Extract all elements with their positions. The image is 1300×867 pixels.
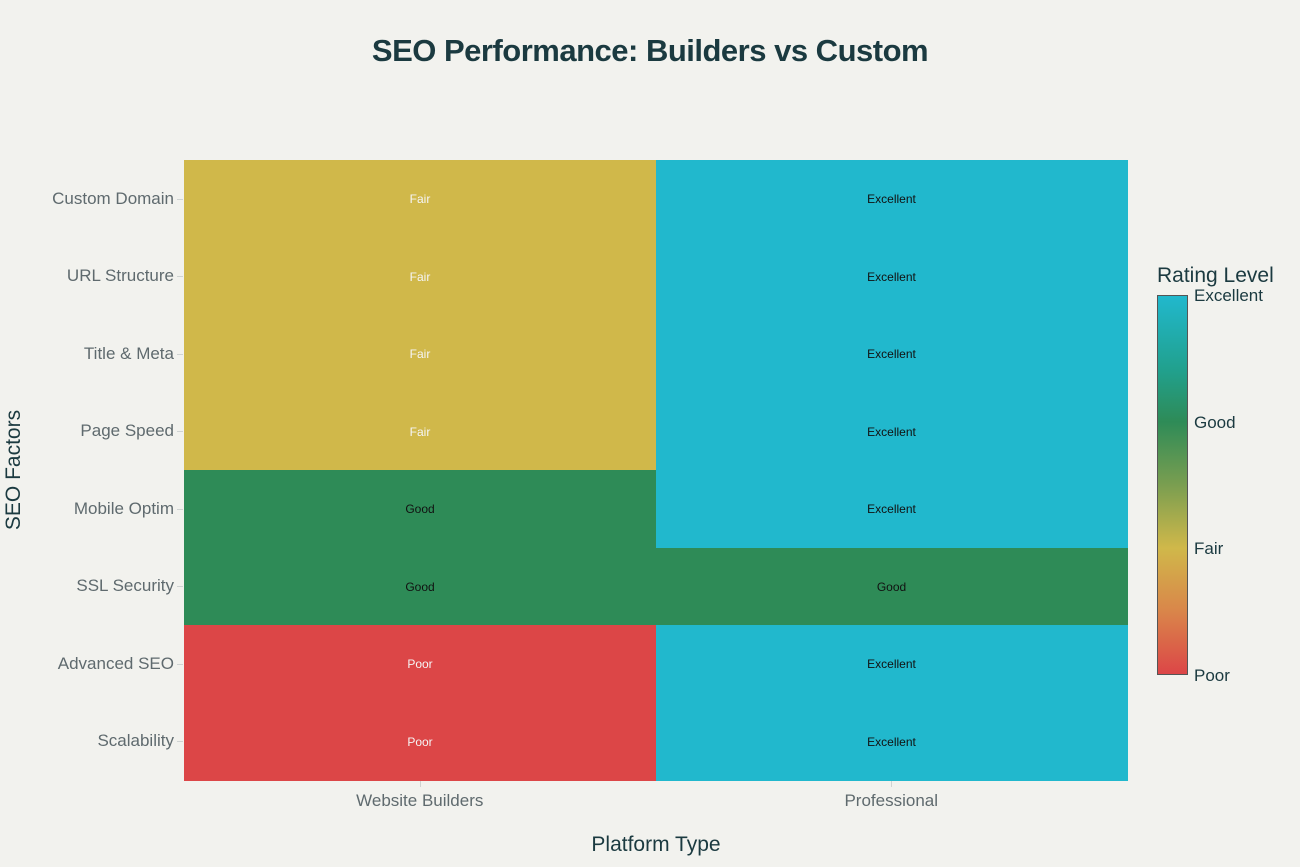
colorbar-tick-poor: Poor bbox=[1194, 666, 1230, 685]
colorbar-title: Rating Level bbox=[1157, 264, 1274, 287]
y-axis-label: SEO Factors bbox=[2, 409, 25, 531]
chart-title: SEO Performance: Builders vs Custom bbox=[371, 33, 929, 68]
colorbar-gradient bbox=[1157, 295, 1188, 675]
heatmap-cell: Excellent bbox=[655, 470, 1128, 548]
colorbar-tick-fair: Fair bbox=[1194, 539, 1224, 558]
y-tick-label: SSL Security bbox=[76, 576, 174, 596]
cell-label: Good bbox=[876, 579, 907, 594]
cell-label: Poor bbox=[407, 657, 433, 671]
heatmap-cell: Excellent bbox=[655, 237, 1128, 316]
cell-label: Excellent bbox=[867, 734, 916, 749]
x-tick-label: Website Builders bbox=[356, 791, 484, 810]
cell-label: Fair bbox=[409, 424, 431, 439]
y-tick-label: Custom Domain bbox=[52, 188, 174, 208]
heatmap-cell: Excellent bbox=[655, 702, 1128, 781]
heatmap-cell: Excellent bbox=[655, 160, 1128, 238]
y-tick-mark bbox=[177, 198, 183, 200]
cell-label: Fair bbox=[409, 192, 431, 206]
cell-label: Poor bbox=[407, 734, 433, 749]
y-tick-label: Page Speed bbox=[80, 421, 174, 441]
cell-label: Excellent bbox=[867, 347, 916, 361]
y-tick-label: Mobile Optim bbox=[73, 498, 174, 518]
cell-label: Fair bbox=[409, 269, 431, 284]
y-tick-mark bbox=[177, 353, 183, 355]
heatmap-cell: Excellent bbox=[655, 315, 1128, 393]
heatmap-cell: Good bbox=[184, 470, 656, 548]
heatmap-cell: Poor bbox=[184, 625, 656, 703]
heatmap-cell: Fair bbox=[184, 315, 656, 393]
x-tick-mark bbox=[891, 781, 893, 787]
cell-label: Good bbox=[405, 502, 435, 516]
y-tick-mark bbox=[177, 431, 183, 433]
cell-label: Excellent bbox=[867, 424, 916, 439]
y-tick-mark bbox=[177, 508, 183, 510]
cell-label: Excellent bbox=[867, 502, 916, 516]
y-tick-mark bbox=[177, 586, 183, 588]
heatmap-plot-area: Fair Excellent Fair Excellent Fair Excellent F… bbox=[184, 160, 1128, 781]
cell-label: Excellent bbox=[867, 269, 916, 284]
x-tick-mark bbox=[419, 781, 421, 787]
heatmap-cell: Good bbox=[184, 547, 656, 626]
y-tick-label: Scalability bbox=[97, 731, 174, 751]
y-tick-label: URL Structure bbox=[66, 266, 174, 286]
y-tick-label: Advanced SEO bbox=[57, 653, 174, 673]
y-tick-mark bbox=[177, 741, 183, 743]
colorbar-tick-excellent: Excellent bbox=[1194, 286, 1263, 305]
heatmap-cell: Excellent bbox=[655, 392, 1128, 471]
cell-label: Good bbox=[405, 579, 435, 594]
colorbar-tick-good: Good bbox=[1194, 413, 1236, 432]
x-tick-label: Professional bbox=[844, 791, 939, 810]
cell-label: Excellent bbox=[867, 192, 916, 206]
y-tick-mark bbox=[177, 663, 183, 665]
cell-label: Excellent bbox=[867, 657, 916, 671]
heatmap-cell: Fair bbox=[184, 160, 656, 238]
heatmap-cell: Fair bbox=[184, 392, 656, 471]
y-tick-mark bbox=[177, 276, 183, 278]
cell-label: Fair bbox=[409, 347, 431, 361]
heatmap-cell: Excellent bbox=[655, 625, 1128, 703]
heatmap-cell: Poor bbox=[184, 702, 656, 781]
y-tick-label: Title & Meta bbox=[83, 343, 174, 363]
heatmap-cell: Good bbox=[655, 547, 1128, 626]
heatmap-cell: Fair bbox=[184, 237, 656, 316]
x-axis-label: Platform Type bbox=[591, 833, 721, 856]
